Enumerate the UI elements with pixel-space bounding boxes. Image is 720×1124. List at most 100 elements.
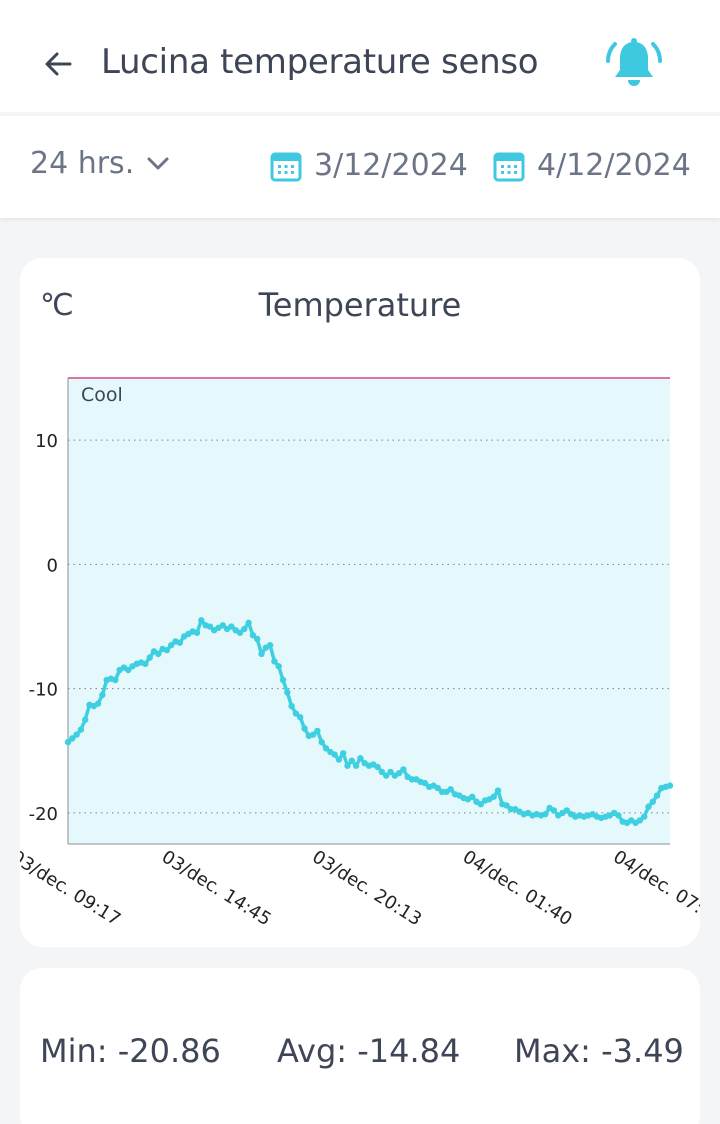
data-point <box>490 793 497 800</box>
y-tick-label: 0 <box>47 555 58 576</box>
calendar-icon <box>270 152 302 181</box>
max-stat: Max: -3.49 <box>514 1032 684 1070</box>
data-point <box>193 629 201 636</box>
data-point <box>387 768 394 776</box>
start-date-value: 3/12/2024 <box>314 148 468 183</box>
avg-stat: Avg: -14.84 <box>277 1032 461 1070</box>
end-date-picker[interactable]: 4/12/2024 <box>493 148 691 183</box>
data-point <box>69 735 76 742</box>
data-point <box>155 650 162 658</box>
data-point <box>275 663 282 670</box>
min-stat: Min: -20.86 <box>40 1032 221 1070</box>
data-point <box>236 629 244 636</box>
filter-bar: 24 hrs. 3/12/2024 4/12/2024 <box>0 116 720 218</box>
data-point <box>254 635 261 643</box>
data-point <box>322 745 330 752</box>
y-tick-label: -10 <box>29 680 58 701</box>
data-point <box>309 731 317 738</box>
data-point <box>112 676 119 684</box>
data-point <box>434 784 441 792</box>
x-tick-label: 03/dec. 14:45 <box>158 846 275 930</box>
calendar-icon <box>493 152 525 181</box>
stats-card: Min: -20.86 Avg: -14.84 Max: -3.49 <box>20 968 700 1124</box>
data-point <box>615 812 622 819</box>
app-header: Lucina temperature senso <box>0 0 720 112</box>
unit-label: ℃ <box>40 288 74 323</box>
cool-zone <box>68 378 670 844</box>
data-point <box>666 782 674 789</box>
zone-label: Cool <box>81 384 123 406</box>
data-point <box>176 639 183 646</box>
data-point <box>542 810 549 818</box>
data-point <box>73 731 80 738</box>
x-tick-label: 03/dec. 09:17 <box>20 846 124 930</box>
x-tick-label: 03/dec. 20:13 <box>308 846 425 930</box>
data-point <box>340 750 347 757</box>
data-point <box>477 801 484 808</box>
data-point <box>288 702 295 710</box>
data-point <box>219 622 226 629</box>
data-point <box>503 802 510 809</box>
data-point <box>645 803 652 810</box>
range-label: 24 hrs. <box>30 146 135 181</box>
data-point <box>314 727 321 735</box>
data-point <box>99 691 106 699</box>
page-title: Lucina temperature senso <box>101 42 539 82</box>
data-point <box>641 813 648 820</box>
data-point <box>292 710 300 717</box>
data-point <box>550 807 558 814</box>
data-point <box>206 623 214 630</box>
data-point <box>357 755 364 762</box>
alerts-button[interactable] <box>604 36 664 92</box>
data-point <box>258 650 265 658</box>
data-point <box>241 625 248 633</box>
data-point <box>469 793 476 800</box>
data-point <box>125 666 132 674</box>
data-point <box>447 786 454 793</box>
data-point <box>636 817 644 824</box>
data-point <box>245 619 252 627</box>
data-point <box>82 716 89 723</box>
data-point <box>395 769 403 777</box>
data-point <box>77 726 85 733</box>
y-tick-label: 10 <box>35 431 58 452</box>
arrow-left-icon <box>45 52 72 76</box>
data-point <box>653 792 661 799</box>
data-point <box>228 623 235 630</box>
data-point <box>374 763 381 771</box>
temperature-chart[interactable]: Cool 10 0 -10 -20 03/dec. 09:17 03/dec. 14:45 0… <box>20 258 700 947</box>
data-point <box>421 779 429 787</box>
range-dropdown[interactable]: 24 hrs. <box>30 146 170 181</box>
data-point <box>335 756 343 763</box>
x-tick-label: 04/dec. 01:40 <box>459 846 576 930</box>
data-point <box>297 714 304 721</box>
data-point <box>249 632 257 639</box>
data-point <box>352 762 360 769</box>
y-tick-label: -20 <box>29 804 58 825</box>
data-point <box>142 660 149 668</box>
end-date-value: 4/12/2024 <box>537 148 691 183</box>
bell-icon <box>606 38 662 86</box>
chart-title: Temperature <box>258 286 462 324</box>
data-point <box>383 772 390 779</box>
data-point <box>318 738 325 746</box>
chevron-down-icon <box>147 157 169 169</box>
data-point <box>146 654 153 661</box>
data-point <box>168 641 175 649</box>
start-date-picker[interactable]: 3/12/2024 <box>270 148 468 183</box>
data-point <box>331 751 338 758</box>
data-point <box>649 798 656 805</box>
data-point <box>344 762 351 769</box>
data-point <box>266 641 274 649</box>
data-point <box>64 738 72 746</box>
back-button[interactable] <box>38 44 78 84</box>
x-tick-label: 04/dec. 07:08 <box>609 846 700 930</box>
data-point <box>378 768 386 776</box>
data-point <box>163 646 171 654</box>
temperature-chart-card: Cool 10 0 -10 -20 03/dec. 09:17 03/dec. 14:45 0… <box>20 258 700 947</box>
data-point <box>279 676 287 684</box>
data-point <box>400 766 407 773</box>
data-point <box>494 787 502 794</box>
data-point <box>271 658 278 665</box>
data-point <box>563 807 570 814</box>
